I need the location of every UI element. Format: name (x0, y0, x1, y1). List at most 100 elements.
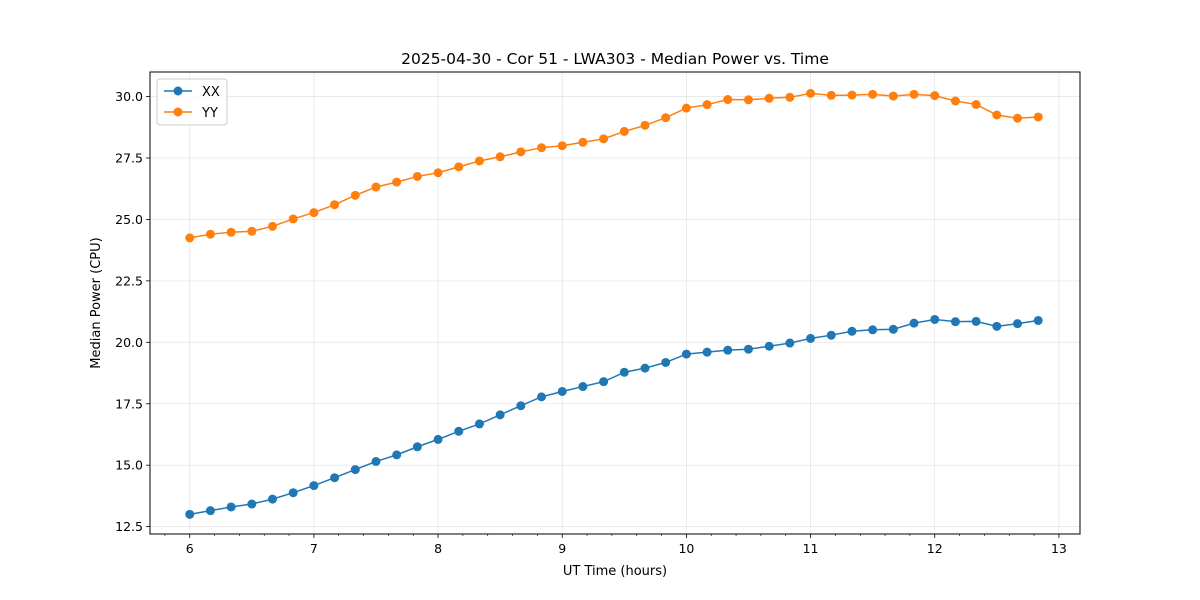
legend-label-xx: XX (202, 85, 220, 100)
data-point-yy (868, 89, 878, 99)
plot-frame (149, 71, 1081, 535)
data-point-xx (288, 488, 298, 498)
data-point-xx (640, 363, 650, 373)
data-point-xx (247, 499, 257, 509)
legend-label-yy: YY (201, 106, 218, 121)
x-tick-label: 8 (434, 541, 442, 556)
data-point-xx (371, 457, 381, 467)
data-point-yy (247, 226, 257, 236)
data-point-xx (971, 316, 981, 326)
data-point-xx (474, 419, 484, 429)
data-point-xx (619, 367, 629, 377)
data-point-yy (578, 137, 588, 147)
data-point-xx (702, 347, 712, 357)
data-point-yy (992, 110, 1002, 120)
y-axis-label: Median Power (CPU) (89, 237, 104, 368)
data-point-yy (288, 214, 298, 224)
data-point-yy (826, 90, 836, 100)
data-point-xx (495, 410, 505, 420)
data-point-xx (992, 321, 1002, 331)
x-tick-label: 7 (310, 541, 318, 556)
data-point-yy (474, 156, 484, 166)
legend-marker-yy (173, 107, 183, 117)
data-point-yy (495, 152, 505, 162)
y-tick-label: 25.0 (115, 212, 143, 227)
x-tick-label: 6 (186, 541, 194, 556)
data-point-yy (454, 162, 464, 172)
data-point-yy (205, 229, 215, 239)
y-tick-label: 15.0 (115, 458, 143, 473)
data-point-xx (868, 325, 878, 335)
data-point-xx (454, 426, 464, 436)
data-point-xx (537, 392, 547, 402)
data-point-xx (826, 330, 836, 340)
data-point-yy (412, 171, 422, 181)
data-point-yy (1033, 112, 1043, 122)
y-tick-label: 12.5 (115, 519, 143, 534)
data-point-xx (950, 317, 960, 327)
data-point-xx (806, 333, 816, 343)
data-point-xx (330, 473, 340, 483)
grid (150, 72, 1080, 534)
data-point-yy (785, 92, 795, 102)
data-point-xx (516, 401, 526, 411)
data-point-xx (764, 341, 774, 351)
x-tick-label: 9 (558, 541, 566, 556)
data-point-yy (537, 143, 547, 153)
data-point-yy (950, 96, 960, 106)
x-tick-label: 12 (927, 541, 943, 556)
data-point-xx (909, 318, 919, 328)
data-point-xx (412, 442, 422, 452)
data-point-yy (847, 90, 857, 100)
data-point-xx (888, 324, 898, 334)
data-point-yy (1013, 113, 1023, 123)
data-point-yy (185, 233, 195, 243)
y-tick-label: 22.5 (115, 273, 143, 288)
data-point-yy (681, 103, 691, 113)
data-point-xx (1013, 319, 1023, 329)
x-axis: 6 7 8 9 10 11 12 13 (164, 534, 1067, 556)
data-point-yy (640, 120, 650, 130)
data-point-yy (743, 95, 753, 105)
data-point-xx (205, 506, 215, 516)
data-point-yy (309, 208, 319, 218)
y-tick-label: 20.0 (115, 335, 143, 350)
data-point-yy (350, 190, 360, 200)
data-point-yy (599, 134, 609, 144)
data-point-xx (185, 509, 195, 519)
chart-title: 2025-04-30 - Cor 51 - LWA303 - Median Po… (401, 50, 829, 68)
data-point-xx (578, 382, 588, 392)
x-tick-label: 13 (1051, 541, 1067, 556)
data-point-yy (930, 91, 940, 101)
data-point-yy (226, 227, 236, 237)
data-point-yy (330, 200, 340, 210)
data-point-xx (847, 326, 857, 336)
data-point-yy (268, 221, 278, 231)
data-point-xx (350, 465, 360, 475)
data-point-xx (392, 450, 402, 460)
data-point-yy (371, 182, 381, 192)
data-point-xx (599, 377, 609, 387)
data-point-yy (619, 126, 629, 136)
data-point-yy (723, 95, 733, 105)
data-point-yy (888, 91, 898, 101)
y-tick-label: 30.0 (115, 89, 143, 104)
data-point-xx (661, 357, 671, 367)
data-point-xx (309, 481, 319, 491)
data-point-yy (764, 93, 774, 103)
data-point-xx (433, 434, 443, 444)
data-point-xx (930, 314, 940, 324)
data-point-xx (743, 344, 753, 354)
y-axis: 12.5 15.0 17.5 20.0 22.5 25.0 27.5 30.0 (115, 89, 150, 534)
data-point-yy (661, 113, 671, 123)
x-tick-label: 11 (803, 541, 819, 556)
data-point-yy (557, 141, 567, 151)
data-point-xx (1033, 315, 1043, 325)
data-point-xx (723, 345, 733, 355)
legend-marker-xx (173, 86, 183, 96)
legend: XX YY (156, 78, 228, 126)
data-point-xx (557, 386, 567, 396)
data-point-xx (226, 502, 236, 512)
data-point-yy (516, 147, 526, 157)
